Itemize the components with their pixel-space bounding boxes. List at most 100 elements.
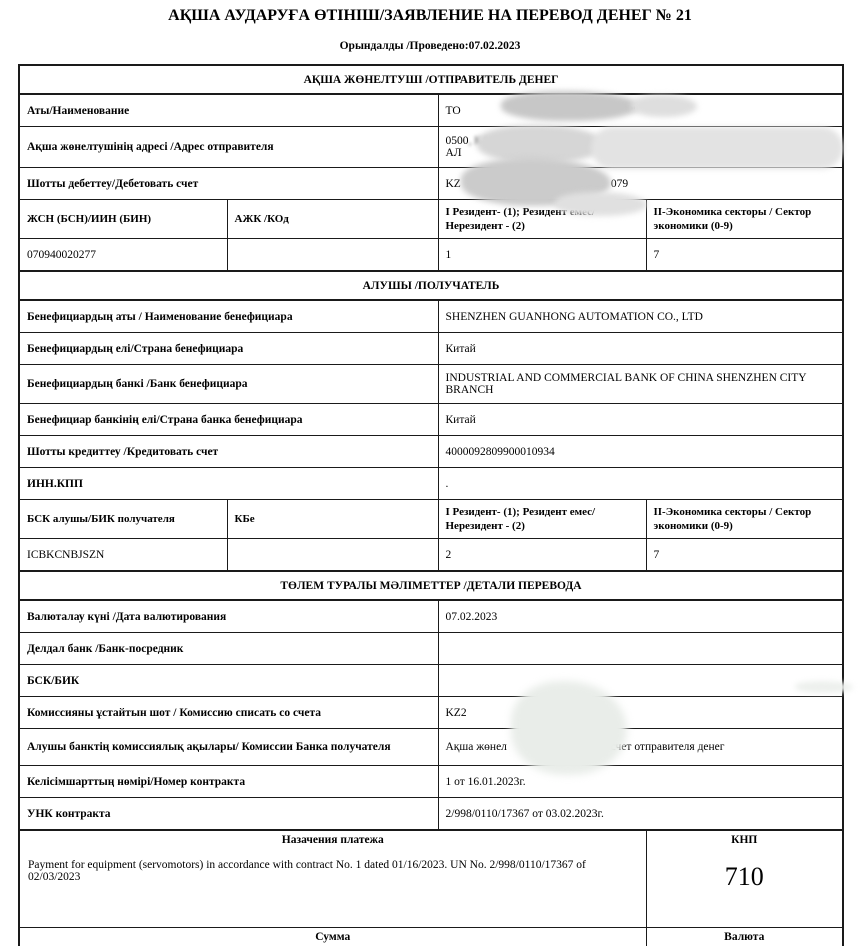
value-date-label: Валюталау күні /Дата валютирования [18, 599, 439, 633]
knp-header: КНП [731, 834, 758, 846]
table-row: Делдал банк /Банк-посредник [18, 632, 844, 665]
table-row: Шотты кредиттеу /Кредитовать счет 400009… [18, 435, 844, 468]
section-row-beneficiary: АЛУШЫ /ПОЛУЧАТЕЛЬ [18, 270, 844, 301]
table-row: Аты/Наименование ТО " [18, 91, 844, 127]
address-visible-fragment: 0500 [445, 135, 469, 147]
sender-name-label: Аты/Наименование [18, 93, 439, 127]
document-title: АҚША АУДАРУҒА ӨТІНІШ/ЗАЯВЛЕНИЕ НА ПЕРЕВО… [168, 7, 692, 24]
sender-ajk-value [226, 238, 439, 272]
section-row-sender: АҚША ЖӨНЕЛТУШІ /ОТПРАВИТЕЛЬ ДЕНЕГ [18, 64, 844, 95]
beneficiary-bank-value: INDUSTRIAL AND COMMERCIAL BANK OF CHINA … [437, 364, 844, 404]
beneficiary-economy-sector-header: II-Экономика секторы / Сектор экономики … [645, 499, 844, 539]
commission-payer-label: Алушы банктің комиссиялық ақылары/ Комис… [18, 728, 439, 766]
table-row: Бенефициардың елі/Страна бенефициара Кит… [18, 332, 844, 365]
resident-header-text: I Резидент- (1); Резидент емес/ Нерезиде… [445, 205, 596, 232]
knp-cell: КНП 710 [645, 829, 844, 928]
beneficiary-kbe-value [226, 538, 439, 572]
sender-address-value: 0500, КАЗАХС АЛ СҮЮ [437, 125, 844, 169]
sender-resident-header: I Резидент- (1); Резидент емес/ Нерезиде… [437, 192, 647, 239]
sender-address-line2: АЛ СҮЮ [446, 147, 836, 159]
amount-header: Сумма [315, 931, 351, 943]
table-row: Сумма 118 650 Валюта USD [18, 927, 844, 946]
currency-header: Валюта [724, 931, 765, 943]
beneficiary-bank-label: Бенефициардың банкі /Банк бенефициара [18, 364, 439, 404]
sender-address-line1: 0500, КАЗАХС [446, 135, 836, 147]
beneficiary-economy-sector-value: 7 [645, 538, 844, 572]
beneficiary-bik-header: БСК алушы/БИК получателя [18, 499, 228, 539]
value-date-value: 07.02.2023 [437, 599, 844, 633]
section-header-beneficiary: АЛУШЫ /ПОЛУЧАТЕЛЬ [18, 270, 844, 301]
bik-value [437, 664, 853, 697]
table-row: Назачения платежа Payment for equipment … [18, 829, 844, 928]
table-row: ИНН.КПП . [18, 467, 844, 500]
sender-iin-value: 070940020277 [18, 238, 228, 272]
beneficiary-credit-account-label: Шотты кредиттеу /Кредитовать счет [18, 435, 439, 468]
table-row: Комиссияны ұстайтын шот / Комиссию списа… [18, 681, 844, 775]
table-row: Шотты дебеттеу/Дебетовать счет KZ 079 [18, 158, 844, 206]
table-row: Келісімшарттың нөмірі/Номер контракта 1 … [18, 765, 844, 798]
table-row: Валюталау күні /Дата валютирования 07.02… [18, 599, 844, 633]
beneficiary-bik-value: ICBKCNBJSZN [18, 538, 228, 572]
beneficiary-name-label: Бенефициардың аты / Наименование бенефиц… [18, 299, 439, 333]
sender-name-suffix: " [630, 104, 636, 117]
commission-payer-suffix: За счет отправителя денег [596, 741, 725, 753]
table-row: Бенефициардың банкі /Банк бенефициара IN… [18, 364, 844, 404]
contract-number-label: Келісімшарттың нөмірі/Номер контракта [18, 765, 439, 798]
table-row: Бенефициар банкінің елі/Страна банка бен… [18, 403, 844, 436]
beneficiary-inn-kpp-label: ИНН.КПП [18, 467, 439, 500]
debit-account-prefix: KZ [445, 177, 461, 190]
section-header-details: ТӨЛЕМ ТУРАЛЫ МӘЛІМЕТТЕР /ДЕТАЛИ ПЕРЕВОДА [18, 570, 844, 601]
bik-label: БСК/БИК [18, 664, 439, 697]
sender-debit-account-value: KZ 079 [437, 158, 844, 206]
beneficiary-bank-country-label: Бенефициар банкінің елі/Страна банка бен… [18, 403, 439, 436]
sender-iin-header: ЖСН (БСН)/ИИН (БИН) [18, 199, 228, 239]
redaction-blur [794, 681, 853, 693]
sender-ajk-header: АЖК /КОд [226, 199, 439, 239]
beneficiary-inn-kpp-value: . [437, 467, 844, 500]
table-row: Ақша жөнелтушінің адресі /Адрес отправит… [18, 125, 844, 169]
table-row: Бенефициардың аты / Наименование бенефиц… [18, 299, 844, 333]
beneficiary-credit-account-value: 4000092809900010934 [437, 435, 844, 468]
table-row: 070940020277 1 7 [18, 238, 844, 272]
commission-account-label: Комиссияны ұстайтын шот / Комиссию списа… [18, 696, 439, 729]
address-visible-fragment: АЛ [445, 147, 462, 159]
commission-payer-prefix: Ақша жөнел [445, 741, 507, 753]
sender-address-label: Ақша жөнелтушінің адресі /Адрес отправит… [18, 126, 439, 168]
sender-debit-account-label: Шотты дебеттеу/Дебетовать счет [18, 167, 439, 200]
address-blurred-fragment: СҮЮ [501, 147, 530, 159]
section-row-details: ТӨЛЕМ ТУРАЛЫ МӘЛІМЕТТЕР /ДЕТАЛИ ПЕРЕВОДА [18, 570, 844, 601]
payment-purpose-header: Назачения платежа [281, 834, 384, 846]
address-blurred-fragment: , КАЗАХС [468, 135, 520, 147]
beneficiary-resident-value: 2 [437, 538, 647, 572]
intermediary-bank-value [437, 632, 844, 665]
table-row: УНК контракта 2/998/0110/17367 от 03.02.… [18, 797, 844, 831]
table-row: Алушы банктің комиссиялық ақылары/ Комис… [18, 728, 844, 766]
redaction-blur [500, 91, 639, 121]
payment-order-table: АҚША ЖӨНЕЛТУШІ /ОТПРАВИТЕЛЬ ДЕНЕГ Аты/На… [18, 64, 853, 946]
sender-name-prefix: ТО [445, 104, 461, 117]
commission-account-value: KZ2 0647992 [437, 681, 844, 775]
payment-purpose-cell: Назачения платежа Payment for equipment … [18, 829, 647, 928]
commission-account-prefix: KZ2 [445, 706, 467, 719]
currency-cell: Валюта USD [645, 927, 844, 946]
table-row: БСК алушы/БИК получателя КБе I Резидент-… [18, 499, 844, 539]
redaction-blur [630, 95, 697, 117]
contract-unk-label: УНК контракта [18, 797, 439, 831]
table-row: ЖСН (БСН)/ИИН (БИН) АЖК /КОд I Резидент-… [18, 192, 844, 239]
knp-value: 710 [724, 862, 764, 891]
debit-account-suffix: 079 [610, 177, 629, 190]
amount-cell: Сумма 118 650 [18, 927, 647, 946]
sender-name-value: ТО " [437, 91, 844, 127]
sender-resident-value: 1 [437, 238, 647, 272]
beneficiary-kbe-header: КБе [226, 499, 439, 539]
commission-payer-value: Ақша жөнел За счет отправителя денег [437, 728, 844, 766]
beneficiary-name-value: SHENZHEN GUANHONG AUTOMATION CO., LTD [437, 299, 844, 333]
contract-unk-value: 2/998/0110/17367 от 03.02.2023г. [437, 797, 844, 831]
sender-economy-sector-header: II-Экономика секторы / Сектор экономики … [645, 199, 844, 239]
beneficiary-country-value: Китай [437, 332, 844, 365]
beneficiary-bank-country-value: Китай [437, 403, 844, 436]
beneficiary-country-label: Бенефициардың елі/Страна бенефициара [18, 332, 439, 365]
contract-number-value: 1 от 16.01.2023г. [437, 765, 844, 798]
table-row: БСК/БИК [18, 664, 853, 697]
